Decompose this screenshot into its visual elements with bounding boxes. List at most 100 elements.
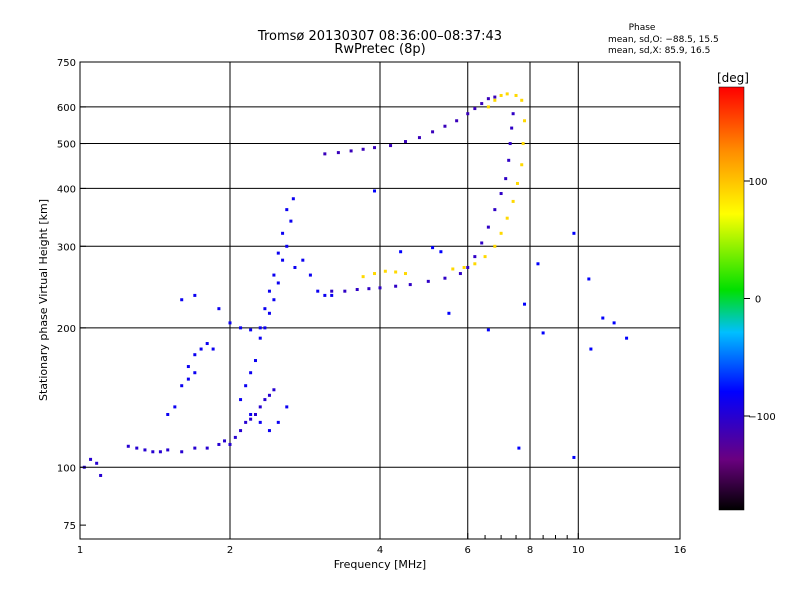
data-point (126, 444, 130, 448)
y-tick-label: 500 (57, 140, 76, 151)
data-point (276, 420, 280, 424)
data-point (239, 429, 243, 433)
y-tick-label: 750 (57, 58, 76, 69)
data-point (272, 298, 276, 302)
data-point (399, 250, 403, 254)
x-tick-label: 1 (77, 545, 83, 556)
data-point (263, 326, 267, 330)
data-point (514, 93, 518, 97)
colorbar-tick-label: 0 (755, 295, 761, 306)
data-point (99, 473, 103, 477)
data-point (253, 359, 257, 363)
data-point (223, 439, 227, 443)
data-point (589, 347, 593, 351)
data-point (228, 321, 232, 325)
data-point (517, 446, 521, 450)
x-axis-label: Frequency [MHz] (334, 558, 426, 571)
data-point (486, 105, 490, 109)
data-point (253, 412, 257, 416)
data-point (493, 244, 497, 248)
data-point (508, 142, 512, 146)
data-point (281, 231, 285, 235)
data-point (285, 244, 289, 248)
data-point (361, 147, 365, 151)
data-point (205, 342, 209, 346)
data-point (301, 258, 305, 262)
data-point (466, 265, 470, 269)
data-point (166, 448, 170, 452)
data-point (367, 287, 371, 291)
data-point (316, 289, 320, 293)
y-tick-label: 600 (57, 103, 76, 114)
data-point (510, 126, 514, 130)
data-point (285, 405, 289, 409)
data-point (199, 347, 203, 351)
data-point (486, 97, 490, 101)
data-point (587, 277, 591, 281)
data-point (193, 353, 197, 357)
data-point (601, 316, 605, 320)
data-point (285, 208, 289, 212)
phase-stats-o: mean, sd,O: −88.5, 15.5 (608, 35, 719, 45)
data-point (276, 251, 280, 255)
data-point (520, 98, 524, 102)
data-point (403, 272, 407, 276)
colorbar-ticks: 100 0 −100 (744, 177, 776, 423)
data-point (249, 371, 253, 375)
grid-lines (80, 62, 680, 539)
data-point (158, 450, 162, 454)
data-point (520, 163, 524, 167)
data-point (244, 420, 248, 424)
colorbar-tick-label: 100 (748, 177, 767, 188)
data-point (455, 119, 459, 123)
data-point (291, 197, 295, 201)
data-point (443, 124, 447, 128)
phase-stats-header: Phase (629, 23, 656, 33)
colorbar (718, 86, 745, 511)
data-point (473, 262, 477, 266)
data-point (289, 219, 293, 223)
data-point (211, 347, 215, 351)
data-point (193, 446, 197, 450)
data-point (541, 331, 545, 335)
x-tick-label: 6 (465, 545, 471, 556)
data-point (521, 142, 525, 146)
data-point (95, 461, 99, 465)
data-point (373, 272, 377, 276)
data-point (186, 365, 190, 369)
data-point (511, 199, 515, 203)
data-point (293, 265, 297, 269)
data-point (330, 289, 334, 293)
data-point (572, 231, 576, 235)
colorbar-label: [deg] (717, 71, 749, 85)
data-point (267, 289, 271, 293)
data-point (180, 298, 184, 302)
data-point (355, 288, 359, 292)
data-point (439, 250, 443, 254)
data-point (272, 273, 276, 277)
data-point (394, 284, 398, 288)
y-tick-label: 75 (63, 521, 76, 532)
data-point (249, 412, 253, 416)
data-point (267, 311, 271, 315)
data-point (272, 388, 276, 392)
data-point (267, 429, 271, 433)
data-point (217, 442, 221, 446)
data-point (473, 107, 477, 111)
data-point (180, 384, 184, 388)
data-point (258, 326, 262, 330)
data-point (572, 455, 576, 459)
data-point (443, 276, 447, 280)
data-point (239, 326, 243, 330)
data-point (330, 293, 334, 297)
data-point (511, 112, 515, 116)
data-point (499, 192, 503, 196)
data-point (394, 270, 398, 274)
data-point (267, 393, 271, 397)
y-tick-label: 100 (57, 463, 76, 474)
data-point (426, 279, 430, 283)
data-point (233, 435, 237, 439)
data-point (462, 265, 466, 269)
data-point (451, 267, 455, 271)
data-point (612, 321, 616, 325)
